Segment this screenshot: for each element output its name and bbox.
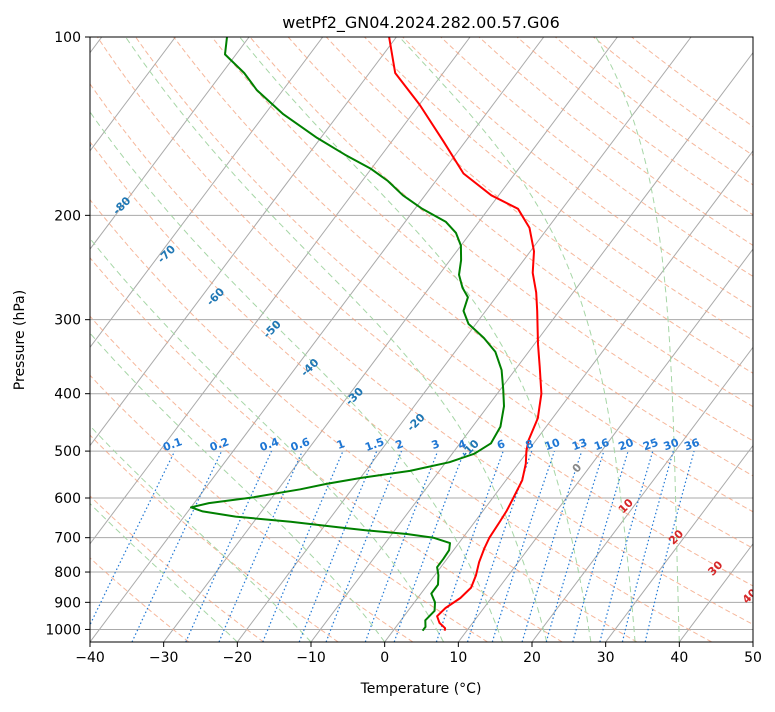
- y-tick-label: 600: [54, 491, 81, 507]
- x-tick-label: −40: [75, 650, 105, 666]
- y-tick-label: 300: [54, 313, 81, 329]
- x-tick-label: 50: [744, 650, 762, 666]
- y-tick-label: 700: [54, 531, 81, 547]
- chart-title: wetPf2_GN04.2024.282.00.57.G06: [282, 13, 560, 33]
- x-tick-label: −10: [296, 650, 326, 666]
- x-tick-label: 20: [523, 650, 541, 666]
- y-tick-label: 200: [54, 208, 81, 224]
- x-axis-label: Temperature (°C): [360, 681, 482, 697]
- y-tick-label: 800: [54, 565, 81, 581]
- y-axis-label: Pressure (hPa): [12, 290, 28, 390]
- x-tick-label: 0: [380, 650, 389, 666]
- x-tick-label: 30: [597, 650, 615, 666]
- y-tick-label: 900: [54, 595, 81, 611]
- y-tick-label: 1000: [45, 622, 81, 638]
- y-tick-label: 100: [54, 30, 81, 46]
- x-tick-label: −30: [149, 650, 179, 666]
- x-tick-label: 10: [449, 650, 467, 666]
- y-tick-label: 400: [54, 387, 81, 403]
- y-tick-label: 500: [54, 444, 81, 460]
- x-tick-label: 40: [670, 650, 688, 666]
- x-tick-label: −20: [223, 650, 253, 666]
